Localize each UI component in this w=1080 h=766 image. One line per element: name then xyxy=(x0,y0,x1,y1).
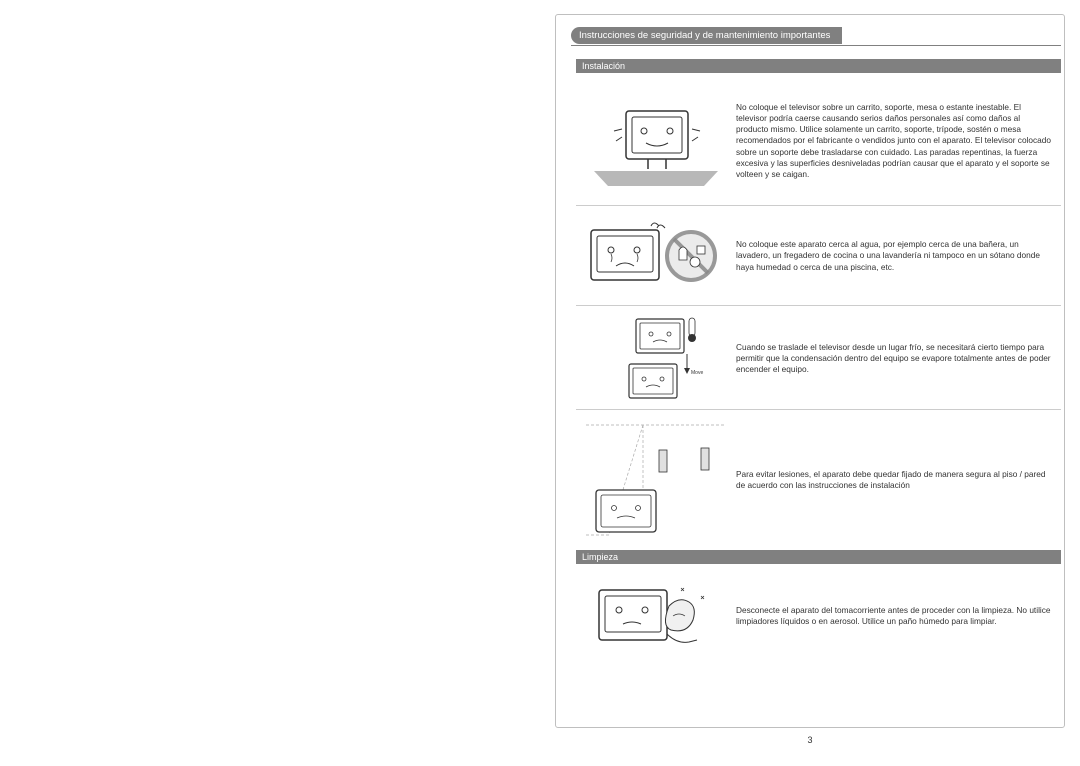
divider xyxy=(576,205,1061,206)
move-label: Move xyxy=(691,370,703,376)
divider xyxy=(576,409,1061,410)
instruction-text-2: No coloque este aparato cerca al agua, p… xyxy=(736,239,1061,273)
instruction-row-3: Move Cuando se traslade el televisor des… xyxy=(576,311,1061,406)
title-text: Instrucciones de seguridad y de mantenim… xyxy=(571,27,842,44)
instruction-text-5: Desconecte el aparato del tomacorriente … xyxy=(736,605,1061,627)
illustration-tv-near-water xyxy=(576,216,736,296)
illustration-tv-on-stand xyxy=(576,91,736,191)
page-number: 3 xyxy=(807,735,812,745)
instruction-row-2: No coloque este aparato cerca al agua, p… xyxy=(576,211,1061,301)
illustration-tv-cleaning xyxy=(576,576,736,656)
illustration-tv-wall-mount xyxy=(576,420,736,540)
divider xyxy=(576,305,1061,306)
page-title: Instrucciones de seguridad y de mantenim… xyxy=(571,27,1061,45)
instruction-row-4: Para evitar lesiones, el aparato debe qu… xyxy=(576,415,1061,545)
instruction-text-1: No coloque el televisor sobre un carrito… xyxy=(736,102,1061,180)
instruction-text-4: Para evitar lesiones, el aparato debe qu… xyxy=(736,469,1061,491)
section-heading-installation: Instalación xyxy=(576,59,1061,73)
instruction-row-1: No coloque el televisor sobre un carrito… xyxy=(576,81,1061,201)
section-heading-cleaning: Limpieza xyxy=(576,550,1061,564)
instruction-row-5: Desconecte el aparato del tomacorriente … xyxy=(576,571,1061,661)
illustration-tv-move-cold: Move xyxy=(576,314,736,404)
title-underline xyxy=(571,45,1061,46)
instruction-text-3: Cuando se traslade el televisor desde un… xyxy=(736,342,1061,376)
manual-page: Instrucciones de seguridad y de mantenim… xyxy=(555,14,1065,728)
